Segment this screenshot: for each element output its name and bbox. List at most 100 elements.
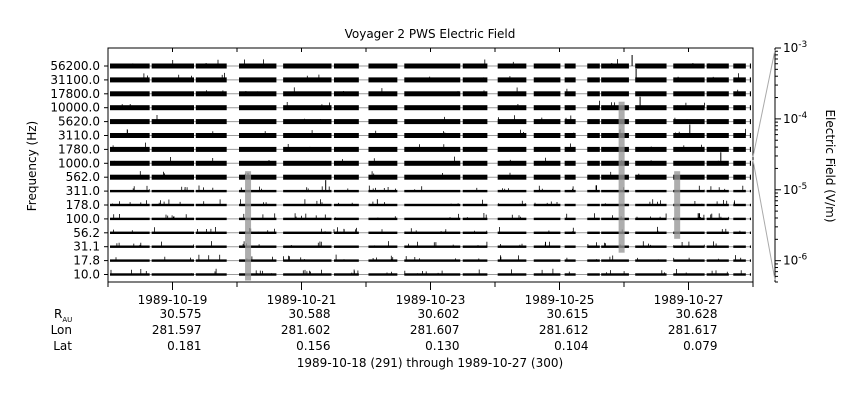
channel-56-2-band: [673, 231, 705, 234]
channel-10-0-band: [533, 273, 561, 276]
channel-178-0-band: [462, 203, 488, 207]
channel-311-0-band: [564, 189, 576, 193]
ephem-r-value: 30.628: [676, 307, 718, 321]
channel-10000-0-band: [601, 105, 629, 111]
channel-100-0-band: [239, 217, 277, 221]
channel-178-0-band: [564, 203, 576, 207]
channel-56-2-band: [749, 231, 751, 234]
y-tick-label-17.8: 17.8: [73, 254, 100, 268]
channel-17-8-band: [564, 259, 576, 262]
channel-17-8-band: [404, 259, 461, 262]
channel-5620-0-band: [462, 119, 488, 125]
channel-562-0-band: [673, 174, 705, 180]
channel-17800-0-band: [404, 91, 461, 97]
channel-1000-0-band: [239, 160, 277, 166]
channel-311-0-band: [706, 189, 729, 193]
channel-56-2-band: [368, 231, 398, 234]
channel-100-0-band: [635, 217, 667, 221]
channel-3110-0-band: [195, 133, 227, 138]
channel-10000-0-band: [733, 105, 746, 111]
channel-31100-0-band: [404, 77, 461, 83]
channel-311-0-band: [587, 189, 600, 193]
channel-562-0-band: [733, 174, 746, 180]
channel-31-1-band: [533, 245, 561, 248]
channel-178-0-band: [587, 203, 600, 207]
channel-10-0-band: [195, 273, 227, 276]
channel-17800-0-band: [673, 91, 705, 97]
ephem-lon-value: 281.602: [281, 323, 331, 337]
channel-5620-0-band: [151, 119, 194, 125]
channel-1780-0-band: [404, 146, 461, 152]
channel-178-0-band: [635, 203, 667, 207]
channel-562-0-band: [333, 174, 359, 180]
channel-5620-0-band: [706, 119, 729, 125]
channel-31100-0-band: [749, 77, 751, 83]
burst-2: [245, 171, 252, 281]
channel-1000-0-band: [283, 160, 332, 166]
channel-31-1-spikes: [116, 241, 717, 247]
channel-562-0-band: [635, 174, 667, 180]
channel-31-1-band: [587, 245, 600, 248]
channel-17-8-spikes: [115, 254, 742, 261]
channel-56200-0-band: [368, 63, 398, 69]
channel-56200-0-band: [706, 63, 729, 69]
channel-17800-0-band: [333, 91, 359, 97]
channel-1780-0-band: [368, 146, 398, 152]
ephem-lat-value: 0.156: [296, 339, 330, 353]
channel-10000-0-band: [673, 105, 705, 111]
channel-1000-0-band: [462, 160, 488, 166]
channel-17-8-band: [706, 259, 729, 262]
channel-5620-0-band: [497, 119, 527, 125]
channel-31100-0-band: [564, 77, 576, 83]
date-range-footer: 1989-10-18 (291) through 1989-10-27 (300…: [297, 356, 563, 370]
channel-311-0-band: [749, 189, 751, 193]
channel-17-8-band: [462, 259, 488, 262]
channel-17800-0-band: [195, 91, 227, 97]
channel-10000-0-band: [462, 105, 488, 111]
channel-5620-0-band: [601, 119, 629, 125]
channel-17-8-band: [110, 259, 150, 262]
channel-10-0-band: [706, 273, 729, 276]
channel-178-0-spikes: [112, 199, 735, 205]
channel-178-0-band: [749, 203, 751, 207]
channel-1000-0-band: [151, 160, 194, 166]
channel-31100-0-band: [533, 77, 561, 83]
y-tick-label-1000.0: 1000.0: [58, 156, 100, 170]
channel-31100-0-band: [587, 77, 600, 83]
channel-10-0-band: [462, 273, 488, 276]
channel-10-0-spikes: [110, 268, 742, 275]
ephem-label-r: RAU: [54, 307, 72, 324]
channel-311-0-band: [368, 189, 398, 193]
channel-10000-0-band: [239, 105, 277, 111]
channel-17800-0-band: [601, 91, 629, 97]
channel-3110-0-band: [706, 133, 729, 138]
channel-56-2-band: [333, 231, 359, 234]
channel-1000-0-band: [195, 160, 227, 166]
channel-56200-0-band: [564, 63, 576, 69]
channel-10000-0-band: [151, 105, 194, 111]
channel-56-2-band: [151, 231, 194, 234]
channel-56200-0-band: [462, 63, 488, 69]
channel-562-0-band: [283, 174, 332, 180]
channel-3110-0-band: [749, 133, 751, 138]
channel-10-0-band: [151, 273, 194, 276]
channel-100-0-band: [749, 217, 751, 221]
channel-562-0-band: [151, 174, 194, 180]
x-tick-label-1989-10-23: 1989-10-23: [396, 293, 466, 307]
channel-178-0-band: [195, 203, 227, 207]
channel-56-2-band: [533, 231, 561, 234]
channel-56200-0-band: [673, 63, 705, 69]
channel-17-8-band: [333, 259, 359, 262]
channel-56200-0-band: [635, 63, 667, 69]
channel-10000-0-band: [404, 105, 461, 111]
channel-56200-0-band: [404, 63, 461, 69]
channel-3110-0-band: [151, 133, 194, 138]
channel-10000-0-band: [283, 105, 332, 111]
colorbar-tick-label: 10-3: [783, 40, 807, 55]
channel-311-0-band: [601, 189, 629, 193]
channel-17-8-band: [733, 259, 746, 262]
channel-56200-0-band: [195, 63, 227, 69]
channel-17-8-band: [749, 259, 751, 262]
colorbar-connector-top: [752, 49, 776, 158]
